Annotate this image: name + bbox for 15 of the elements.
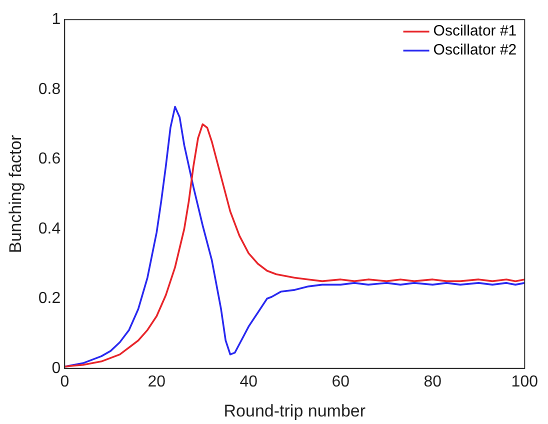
y-tick-label: 0.6 (38, 150, 61, 168)
y-tick-label: 0.4 (38, 220, 61, 238)
x-tick-label: 80 (424, 373, 442, 390)
y-tick-label: 0.8 (38, 80, 61, 98)
y-axis-title: Bunching factor (6, 134, 25, 254)
y-tick-label: 0 (52, 360, 61, 377)
x-tick-label: 20 (148, 373, 166, 390)
legend-label: Oscillator #2 (433, 42, 517, 59)
y-tick-label: 0.2 (38, 290, 61, 308)
x-tick-label: 40 (240, 373, 258, 390)
y-tick-label: 1 (52, 11, 61, 28)
x-axis-title: Round-trip number (224, 401, 366, 420)
x-tick-label: 100 (511, 373, 538, 390)
legend-label: Oscillator #1 (433, 22, 517, 40)
x-tick-label: 60 (332, 373, 350, 390)
